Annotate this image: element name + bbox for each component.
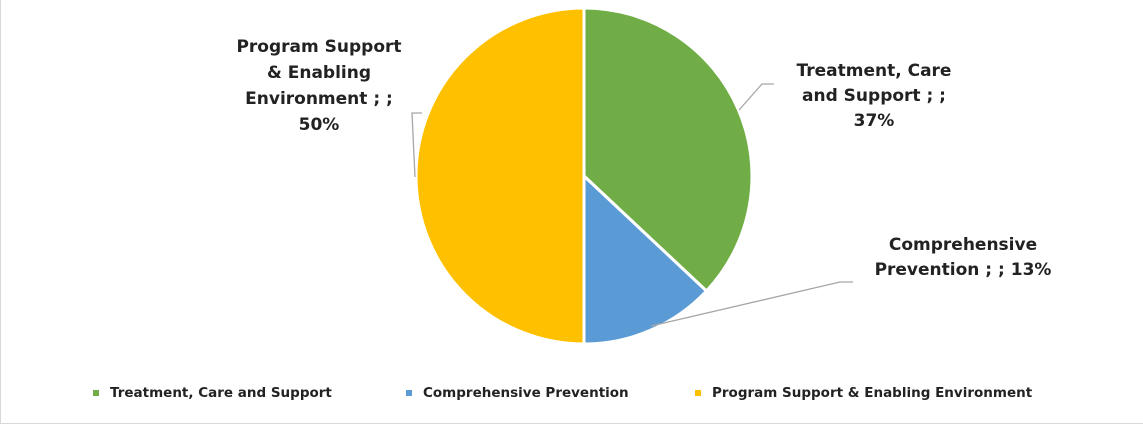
leader-line-program-support xyxy=(411,112,422,178)
pie-slice-program-support xyxy=(414,6,586,346)
data-label-program-support: Program Support & Enabling Environment ; ;… xyxy=(236,37,401,135)
legend-label-treatment: Treatment, Care and Support xyxy=(110,385,332,401)
data-label-line: and Support ; ; xyxy=(802,86,946,106)
legend: Treatment, Care and Support Comprehensive… xyxy=(93,385,1033,401)
legend-swatch-program-support xyxy=(695,390,701,396)
data-label-prevention: Comprehensive Prevention ; ; 13% xyxy=(875,235,1052,280)
data-label-line: Prevention ; ; 13% xyxy=(875,260,1052,280)
legend-swatch-treatment xyxy=(93,390,99,396)
data-label-line: Program Support xyxy=(236,37,401,57)
data-label-line: & Enabling xyxy=(267,63,371,83)
legend-swatch-prevention xyxy=(406,390,412,396)
leader-line-prevention xyxy=(650,281,853,327)
data-labels: Treatment, Care and Support ; ; 37% Compreh… xyxy=(236,37,1051,280)
legend-label-prevention: Comprehensive Prevention xyxy=(423,385,629,401)
data-label-line: 50% xyxy=(299,115,340,135)
leader-lines xyxy=(411,83,853,327)
data-label-treatment: Treatment, Care and Support ; ; 37% xyxy=(797,61,952,131)
data-label-line: Treatment, Care xyxy=(797,61,952,81)
legend-label-program-support: Program Support & Enabling Environment xyxy=(712,385,1033,401)
data-label-line: 37% xyxy=(854,111,895,131)
pie-slices xyxy=(414,6,754,346)
pie-slice-prevention xyxy=(582,174,708,346)
data-label-line: Environment ; ; xyxy=(245,89,393,109)
data-label-line: Comprehensive xyxy=(889,235,1037,255)
pie-slice-treatment xyxy=(582,6,754,293)
leader-line-treatment xyxy=(738,83,774,111)
